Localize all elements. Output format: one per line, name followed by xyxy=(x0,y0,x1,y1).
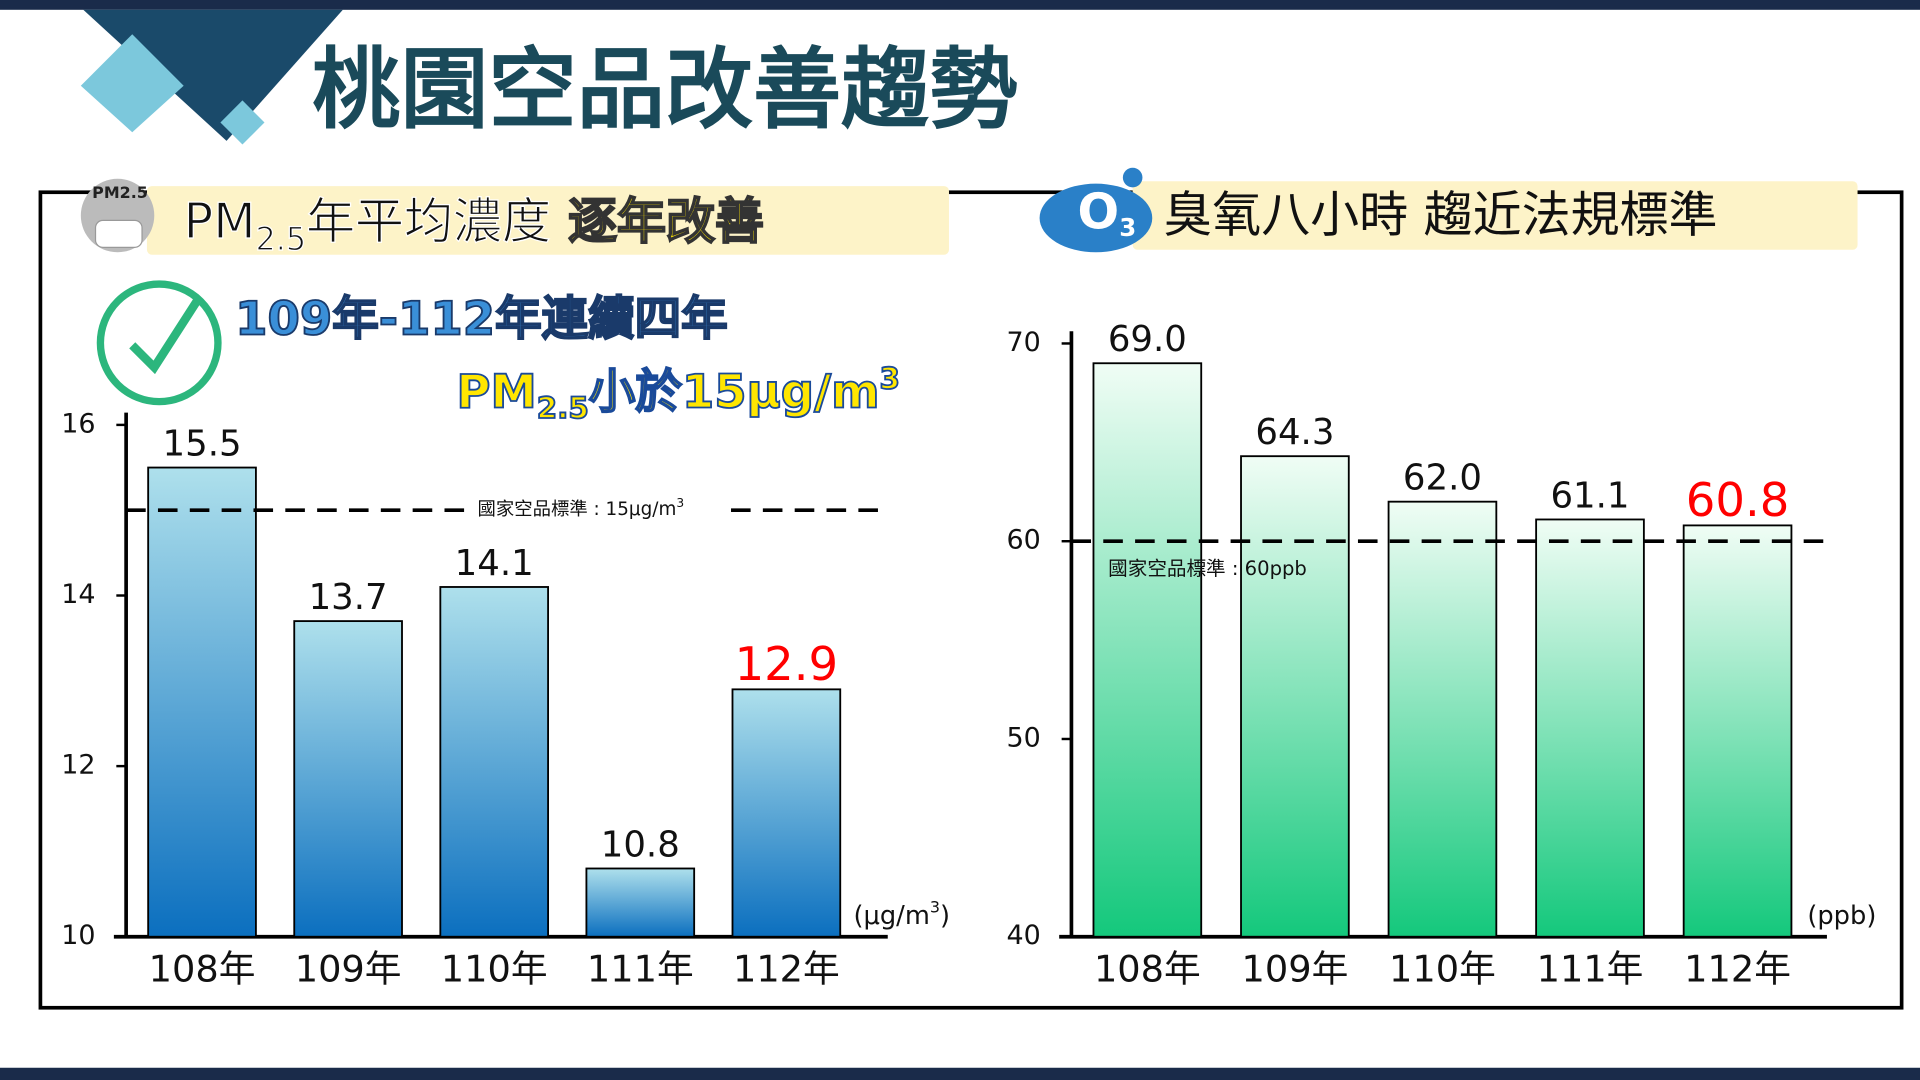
x-tick-label: 109年 xyxy=(1241,948,1348,991)
bottom-bar xyxy=(0,1067,1920,1080)
annotation-sup: 3 xyxy=(880,361,900,395)
icon-sub: 3 xyxy=(1119,213,1136,242)
value-label: 62.0 xyxy=(1403,458,1482,499)
unit-label: (μg/m3) xyxy=(853,897,950,931)
unit-sup: 3 xyxy=(930,897,940,916)
o3-icon xyxy=(1039,183,1153,253)
y-tick-label: 12 xyxy=(61,750,95,781)
value-label: 15.5 xyxy=(163,424,242,465)
y-tick-label: 16 xyxy=(61,408,95,439)
check-circle xyxy=(96,280,222,406)
icon-main: O xyxy=(1078,183,1120,240)
title-part: 年平均濃度 xyxy=(306,193,551,250)
icon-text: O3 xyxy=(1078,183,1137,242)
chart-title: PM2.5年平均濃度 逐年改善 xyxy=(184,193,764,259)
y-tick-label: 40 xyxy=(1007,920,1041,951)
y-tick-label: 60 xyxy=(1007,525,1041,556)
value-label: 64.3 xyxy=(1255,412,1334,453)
title-highlight: 逐年改善 xyxy=(568,193,764,250)
x-tick-label: 108年 xyxy=(149,948,256,991)
unit-part: (ppb) xyxy=(1807,900,1876,930)
icon-text: PM2.5 xyxy=(92,183,148,202)
bar xyxy=(1387,500,1498,938)
x-tick-label: 111年 xyxy=(1537,948,1644,991)
bar xyxy=(1240,455,1350,938)
title-banner xyxy=(1132,181,1858,250)
title-sub: 2.5 xyxy=(255,220,306,258)
value-label: 12.9 xyxy=(735,637,839,691)
bar xyxy=(439,586,550,938)
x-tick-label: 110年 xyxy=(1389,948,1496,991)
bar xyxy=(293,620,403,938)
bar xyxy=(1682,524,1793,938)
unit-label: (ppb) xyxy=(1807,900,1876,930)
y-tick-label: 50 xyxy=(1007,722,1041,753)
value-label: 69.0 xyxy=(1108,319,1187,360)
top-bar xyxy=(0,0,1920,10)
o3-icon xyxy=(1122,167,1143,188)
check-mark xyxy=(129,296,202,375)
unit-part: (μg/m xyxy=(853,900,929,930)
y-tick-label: 70 xyxy=(1007,327,1041,358)
frame xyxy=(38,190,1904,1010)
chart-title: 臭氧八小時 趨近法規標準 xyxy=(1163,186,1717,243)
reference-sup: 3 xyxy=(676,495,684,509)
value-label: 61.1 xyxy=(1550,475,1629,516)
title-banner xyxy=(146,186,949,255)
bar xyxy=(1092,362,1203,938)
bar xyxy=(147,466,257,938)
bar xyxy=(585,867,696,938)
title-part: PM xyxy=(184,193,256,250)
annotation-part: 小於15μg/m xyxy=(589,364,880,418)
page-title: 桃園空品改善趨勢 xyxy=(312,38,1017,141)
value-label: 13.7 xyxy=(309,577,388,618)
x-tick-label: 112年 xyxy=(733,948,840,991)
reference-label: 國家空品標準 : 60ppb xyxy=(1108,557,1307,580)
reference-part: 國家空品標準 : 15μg/m xyxy=(478,499,677,520)
decor xyxy=(83,9,343,141)
x-tick-label: 109年 xyxy=(295,948,402,991)
bar xyxy=(731,688,842,938)
decor xyxy=(80,34,184,133)
annotation-sub: 2.5 xyxy=(537,390,589,424)
y-tick-label: 14 xyxy=(61,579,95,610)
value-label: 10.8 xyxy=(601,824,680,865)
unit-part: ) xyxy=(940,900,950,930)
y-tick-label: 10 xyxy=(61,920,95,951)
value-label: 14.1 xyxy=(455,543,534,584)
decor xyxy=(220,100,265,145)
label-bg xyxy=(471,497,723,523)
mask xyxy=(94,219,143,248)
x-tick-label: 112年 xyxy=(1684,948,1791,991)
annotation: 109年-112年連續四年 xyxy=(235,292,728,346)
annotation-part: PM xyxy=(456,364,536,418)
annotation: PM2.5小於15μg/m3 xyxy=(456,361,900,424)
x-tick-label: 110年 xyxy=(441,948,548,991)
bar xyxy=(1535,518,1645,938)
value-label: 60.8 xyxy=(1686,473,1790,527)
x-tick-label: 108年 xyxy=(1094,948,1201,991)
reference-label: 國家空品標準 : 15μg/m3 xyxy=(478,495,685,520)
x-tick-label: 111年 xyxy=(587,948,694,991)
